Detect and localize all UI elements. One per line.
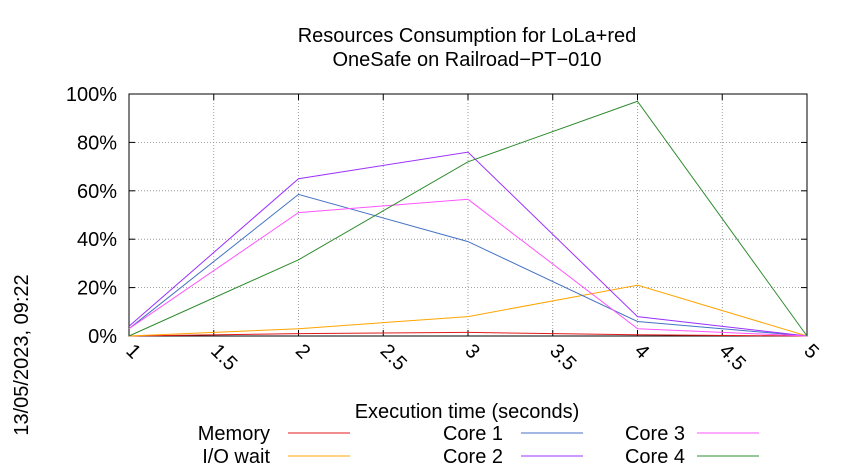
legend-label: Core 1 — [443, 423, 503, 445]
x-tick-label: 2 — [291, 340, 314, 363]
x-tick-label: 2.5 — [376, 340, 411, 375]
y-tick-label: 0% — [88, 326, 117, 348]
y-tick-label: 60% — [77, 181, 117, 203]
y-tick-label: 20% — [77, 278, 117, 300]
series-line-core-3 — [128, 198, 808, 337]
legend-label: Core 2 — [443, 446, 503, 468]
chart-title-line-2: OneSafe on Railroad−PT−010 — [332, 49, 601, 71]
legend-label: Core 4 — [625, 446, 685, 468]
y-tick-label: 80% — [77, 132, 117, 154]
x-tick-label: 5 — [799, 340, 822, 363]
x-tick-label: 4 — [630, 340, 653, 363]
x-tick-label: 3.5 — [545, 340, 580, 375]
legend-label: Memory — [198, 423, 270, 445]
x-tick-label: 3 — [460, 340, 483, 363]
legend-label: Core 3 — [625, 423, 685, 445]
legend-label: I/O wait — [202, 446, 270, 468]
y-tick-label: 100% — [66, 84, 117, 106]
x-tick-label: 1 — [121, 340, 144, 363]
data-series — [128, 100, 808, 337]
x-tick-label: 4.5 — [715, 340, 750, 375]
series-line-i-o-wait — [128, 284, 808, 337]
series-line-memory — [128, 331, 808, 337]
series-line-core-1 — [128, 193, 808, 337]
y-tick-label: 40% — [77, 229, 117, 251]
series-line-core-2 — [128, 151, 808, 337]
grid — [129, 94, 807, 336]
x-tick-label: 1.5 — [206, 340, 241, 375]
chart-title-line-1: Resources Consumption for LoLa+red — [298, 25, 637, 47]
series-line-core-4 — [128, 100, 808, 337]
x-axis-label: Execution time (seconds) — [355, 401, 580, 423]
timestamp-label: 13/05/2023, 09:22 — [11, 274, 33, 435]
